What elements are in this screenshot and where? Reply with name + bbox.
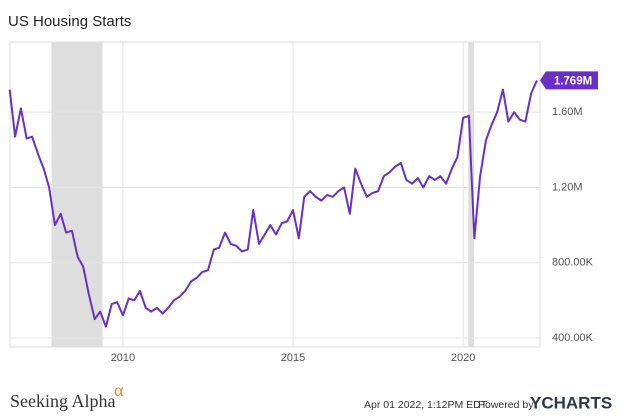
x-tick-label: 2015 [281,352,305,364]
x-tick-label: 2020 [451,352,475,364]
y-tick-label: 1.20M [552,181,583,193]
y-tick-label: 400.00K [552,332,594,344]
plot-area: 400.00K 800.00K 1.20M 1.60M 2010 2015 2020 [8,41,594,364]
chart-title: US Housing Starts [8,13,131,30]
plot-border [9,41,541,348]
recession-band [51,42,103,347]
powered-by: Powered by [478,399,534,411]
y-tick-label: 1.60M [552,106,583,118]
y-tick-label: 800.00K [552,257,594,269]
value-label-box [540,71,598,90]
provider: YCHARTS [530,393,612,412]
recession-band [468,42,475,347]
series-line [8,79,538,328]
x-tick-label: 2010 [111,352,135,364]
brand-mark: α [114,380,124,400]
brand: Seeking Alpha [10,391,116,411]
value-label: 1.769M [554,75,592,87]
timestamp: Apr 01 2022, 1:12PM EDT. [364,399,489,411]
